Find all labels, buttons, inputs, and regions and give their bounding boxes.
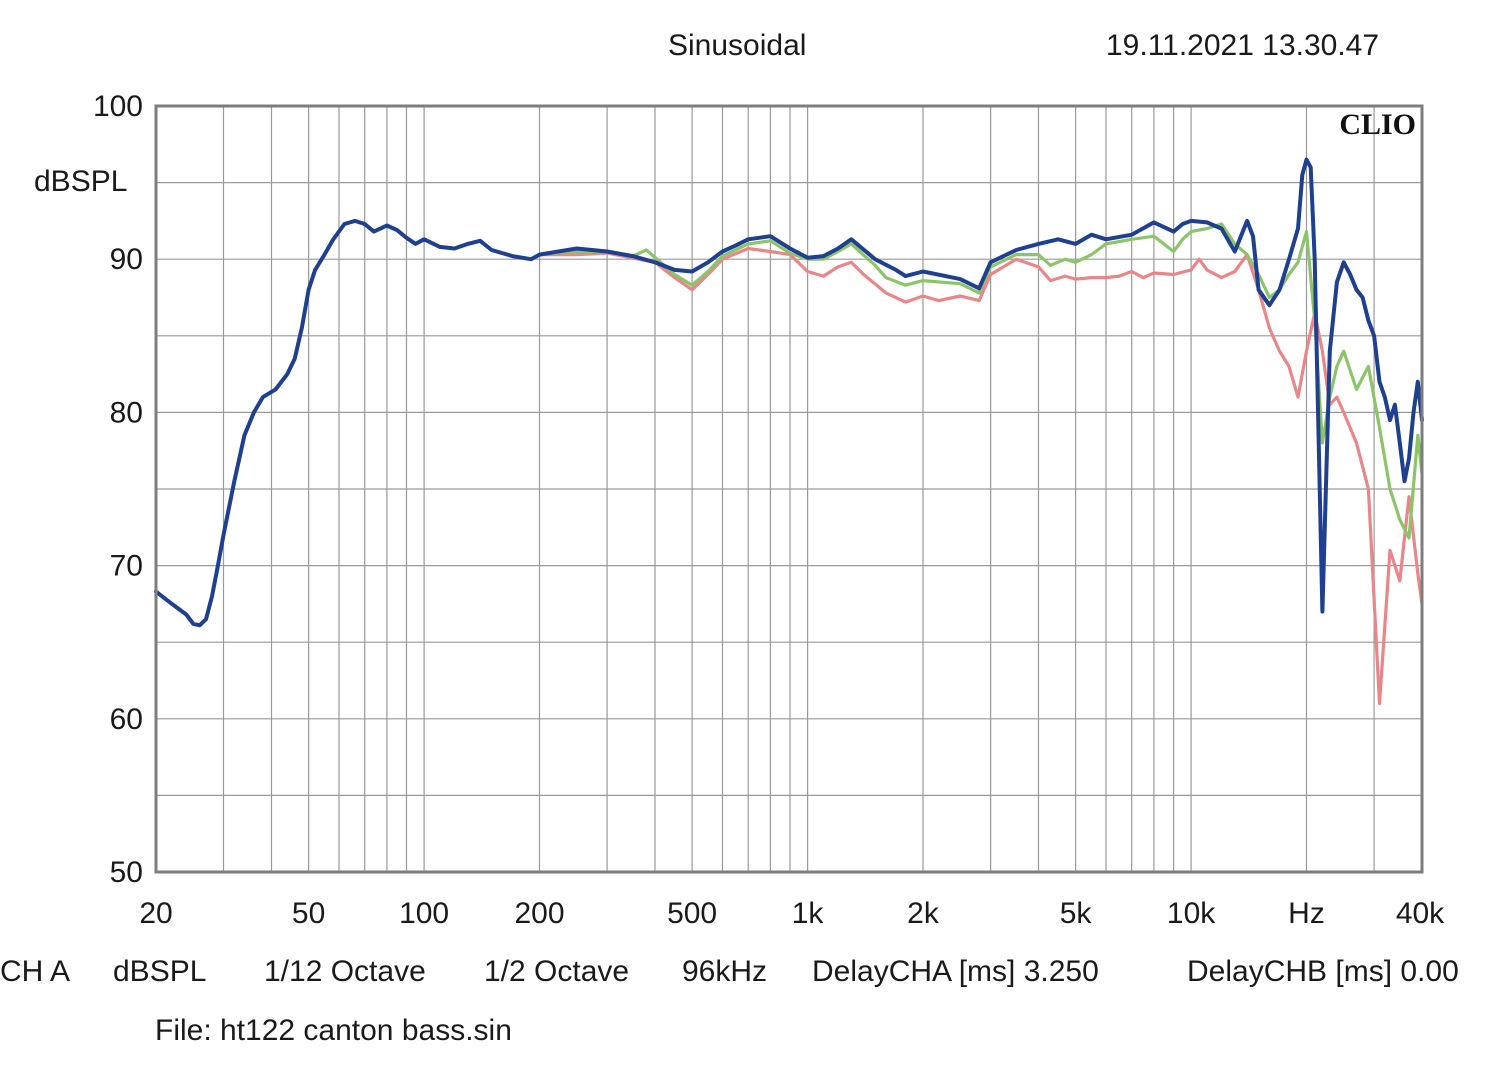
footer-channel: CH A: [0, 955, 71, 988]
x-tick-label: 1k: [792, 897, 825, 930]
x-tick-label: 10k: [1167, 897, 1216, 930]
y-axis-unit: dBSPL: [34, 165, 128, 198]
y-tick-label: 90: [110, 243, 143, 276]
y-tick-label: 70: [110, 550, 143, 583]
x-tick-label: 200: [514, 897, 564, 930]
x-axis-labels: 20 50 100 200 500 1k 2k 5k 10k Hz 40k: [139, 897, 1445, 930]
measurement-mode: Sinusoidal: [668, 29, 807, 62]
footer-smoothing-1: 1/12 Octave: [264, 955, 426, 988]
footer-sample-rate: 96kHz: [682, 955, 768, 988]
response-curves: [154, 157, 1424, 706]
footer-smoothing-2: 1/2 Octave: [484, 955, 630, 988]
brand-logo: CLIO: [1339, 108, 1416, 141]
x-tick-label: 100: [399, 897, 449, 930]
x-tick-label: 20: [139, 897, 172, 930]
blue-response-curve: [154, 157, 1424, 628]
y-tick-label: 50: [110, 856, 143, 889]
y-tick-label: 100: [93, 90, 143, 123]
footer-delay-b: DelayCHB [ms] 0.00: [1187, 957, 1459, 987]
red-response-curve: [537, 246, 1424, 706]
footer-delay-a: DelayCHA [ms] 3.250: [812, 955, 1099, 988]
x-tick-label: 40k: [1396, 897, 1445, 930]
y-axis-labels: 100 90 80 70 60 50: [93, 90, 143, 889]
grid-lines: [156, 106, 1422, 872]
x-tick-label: Hz: [1288, 897, 1325, 930]
y-tick-label: 80: [110, 396, 143, 429]
footer-file: File: ht122 canton bass.sin: [155, 1014, 512, 1047]
x-tick-label: 50: [292, 897, 325, 930]
plot-frame: [154, 104, 1424, 874]
measurement-timestamp: 19.11.2021 13.30.47: [1106, 29, 1380, 62]
footer-unit: dBSPL: [113, 955, 207, 988]
x-tick-label: 500: [667, 897, 717, 930]
x-tick-label: 5k: [1060, 897, 1093, 930]
x-tick-label: 2k: [907, 897, 940, 930]
green-response-curve: [537, 222, 1424, 540]
y-tick-label: 60: [110, 703, 143, 736]
